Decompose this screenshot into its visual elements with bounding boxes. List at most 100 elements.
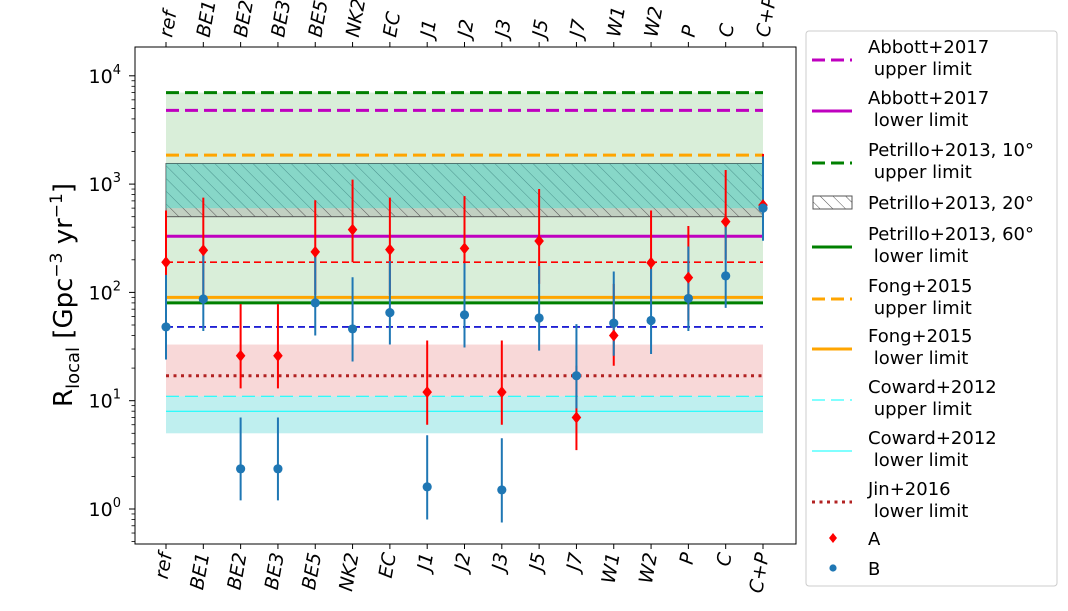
y-axis-label: Rlocal [Gpc−3 yr−1] <box>47 183 84 407</box>
legend-label-line2: upper limit <box>868 162 972 183</box>
xtick-label-top: ref <box>155 6 182 39</box>
xtick-label-bottom: C+P <box>745 551 774 595</box>
point-A-J7 <box>571 411 582 424</box>
legend-label-line2: lower limit <box>868 501 968 522</box>
xtick-label-bottom: NK2 <box>335 551 363 593</box>
xtick-label-top: W1 <box>603 5 630 39</box>
legend-label-line1: Coward+2012 <box>868 377 997 398</box>
point-B-BE5 <box>310 298 320 308</box>
point-B-W1 <box>609 318 619 328</box>
ylabel-exp1: −3 <box>47 253 67 278</box>
legend-label-line2: lower limit <box>868 450 968 471</box>
legend-swatch <box>829 564 837 572</box>
xtick-label-bottom: W1 <box>598 551 625 585</box>
xtick-label-bottom: J7 <box>562 551 587 576</box>
legend-entry-0: Abbott+2017 upper limit <box>812 37 989 80</box>
point-A-ref <box>161 256 171 269</box>
point-B-ref <box>161 322 171 332</box>
xtick-label-bottom: J3 <box>487 551 512 576</box>
xtick-label-bottom: BE1 <box>186 551 214 591</box>
xtick-label-bottom: J1 <box>413 551 438 576</box>
legend-label-line1: Abbott+2017 <box>868 88 989 109</box>
legend-entry-3: Petrillo+2013, 20° <box>812 193 1034 214</box>
xtick-label-top: BE2 <box>230 0 258 39</box>
xtick-label-bottom: W2 <box>635 551 662 585</box>
legend-entry-1: Abbott+2017 lower limit <box>812 88 989 131</box>
point-A-W1 <box>608 329 619 342</box>
xtick-label-bottom: ref <box>151 548 178 581</box>
legend-label-line1: Abbott+2017 <box>868 37 989 58</box>
xtick-label-top: BE3 <box>267 0 295 39</box>
legend-label-line2: upper limit <box>868 399 972 420</box>
xtick-label-bottom: C <box>713 550 737 568</box>
point-A-EC <box>385 243 395 256</box>
point-B-BE3 <box>273 464 283 474</box>
legend-entry-7: Coward+2012 upper limit <box>812 377 997 420</box>
xtick-label-bottom: BE5 <box>298 551 326 591</box>
legend-label: A <box>868 529 881 550</box>
legend-label-line1: Petrillo+2013, 10° <box>868 140 1034 161</box>
xtick-label-top: BE5 <box>305 0 333 39</box>
point-B-C <box>721 271 731 281</box>
xtick-label-bottom: J2 <box>450 551 475 576</box>
point-A-BE5 <box>310 245 321 258</box>
ytick-label: 103 <box>89 171 121 196</box>
point-A-J5 <box>534 235 544 248</box>
xtick-label-bottom: BE2 <box>223 551 251 591</box>
xtick-label-top: J1 <box>416 18 441 43</box>
xtick-label-bottom: P <box>676 551 700 567</box>
ytick-label: 101 <box>89 388 121 413</box>
point-B-BE1 <box>198 294 208 304</box>
legend-swatch <box>812 195 853 210</box>
legend-entry-4: Petrillo+2013, 60° lower limit <box>812 224 1034 267</box>
point-A-J2 <box>459 242 470 255</box>
point-A-W2 <box>646 256 656 269</box>
point-B-J2 <box>459 310 470 320</box>
point-A-P <box>683 271 694 284</box>
legend-label-line1: Fong+2015 <box>868 276 972 297</box>
point-A-BE3 <box>273 349 283 362</box>
legend-label-line2: lower limit <box>868 110 968 131</box>
point-B-P <box>683 293 693 304</box>
legend-label-line2: upper limit <box>868 59 972 80</box>
ytick-label: 104 <box>89 63 121 88</box>
legend-entry-8: Coward+2012 lower limit <box>812 428 997 471</box>
point-A-NK2 <box>347 223 358 236</box>
point-B-C+P <box>758 203 768 213</box>
xtick-label-top: C+P <box>752 0 781 39</box>
ylabel-units-c: ] <box>49 183 79 193</box>
point-B-J1 <box>422 482 432 492</box>
ylabel-main: R <box>49 389 79 407</box>
point-B-EC <box>385 308 395 318</box>
point-B-J3 <box>497 485 507 495</box>
legend-label-line1: Coward+2012 <box>868 428 997 449</box>
plot-frame <box>134 46 797 545</box>
legend-label-line1: Jin+2016 <box>867 479 951 500</box>
ylabel-units-b: yr <box>49 218 79 253</box>
ylabel-exp2: −1 <box>47 193 67 218</box>
point-A-J1 <box>422 386 432 399</box>
point-B-J5 <box>534 313 544 323</box>
ylabel-units-a: [Gpc <box>49 278 79 347</box>
xtick-label-top: J2 <box>453 18 478 43</box>
point-B-NK2 <box>347 324 358 334</box>
xtick-label-top: EC <box>379 9 405 38</box>
legend-box <box>805 30 1058 587</box>
point-A-J3 <box>497 386 507 399</box>
point-A-C <box>720 215 731 228</box>
xtick-label-bottom: EC <box>375 550 401 579</box>
legend-label-line1: Fong+2015 <box>868 326 972 347</box>
legend-entry-2: Petrillo+2013, 10° upper limit <box>812 140 1034 183</box>
legend-entry-5: Fong+2015 upper limit <box>812 276 972 319</box>
legend-label: Petrillo+2013, 20° <box>868 193 1034 214</box>
xtick-label-top: NK2 <box>342 0 370 39</box>
legend-entry-6: Fong+2015 lower limit <box>812 326 972 369</box>
legend-swatch <box>829 533 837 543</box>
point-B-W2 <box>646 315 656 326</box>
legend-label-line2: lower limit <box>868 246 968 267</box>
point-B-BE2 <box>236 464 246 474</box>
legend-entry-9: Jin+2016 lower limit <box>812 479 968 522</box>
xtick-label-top: BE1 <box>193 0 221 39</box>
ylabel-sub: local <box>63 347 84 389</box>
